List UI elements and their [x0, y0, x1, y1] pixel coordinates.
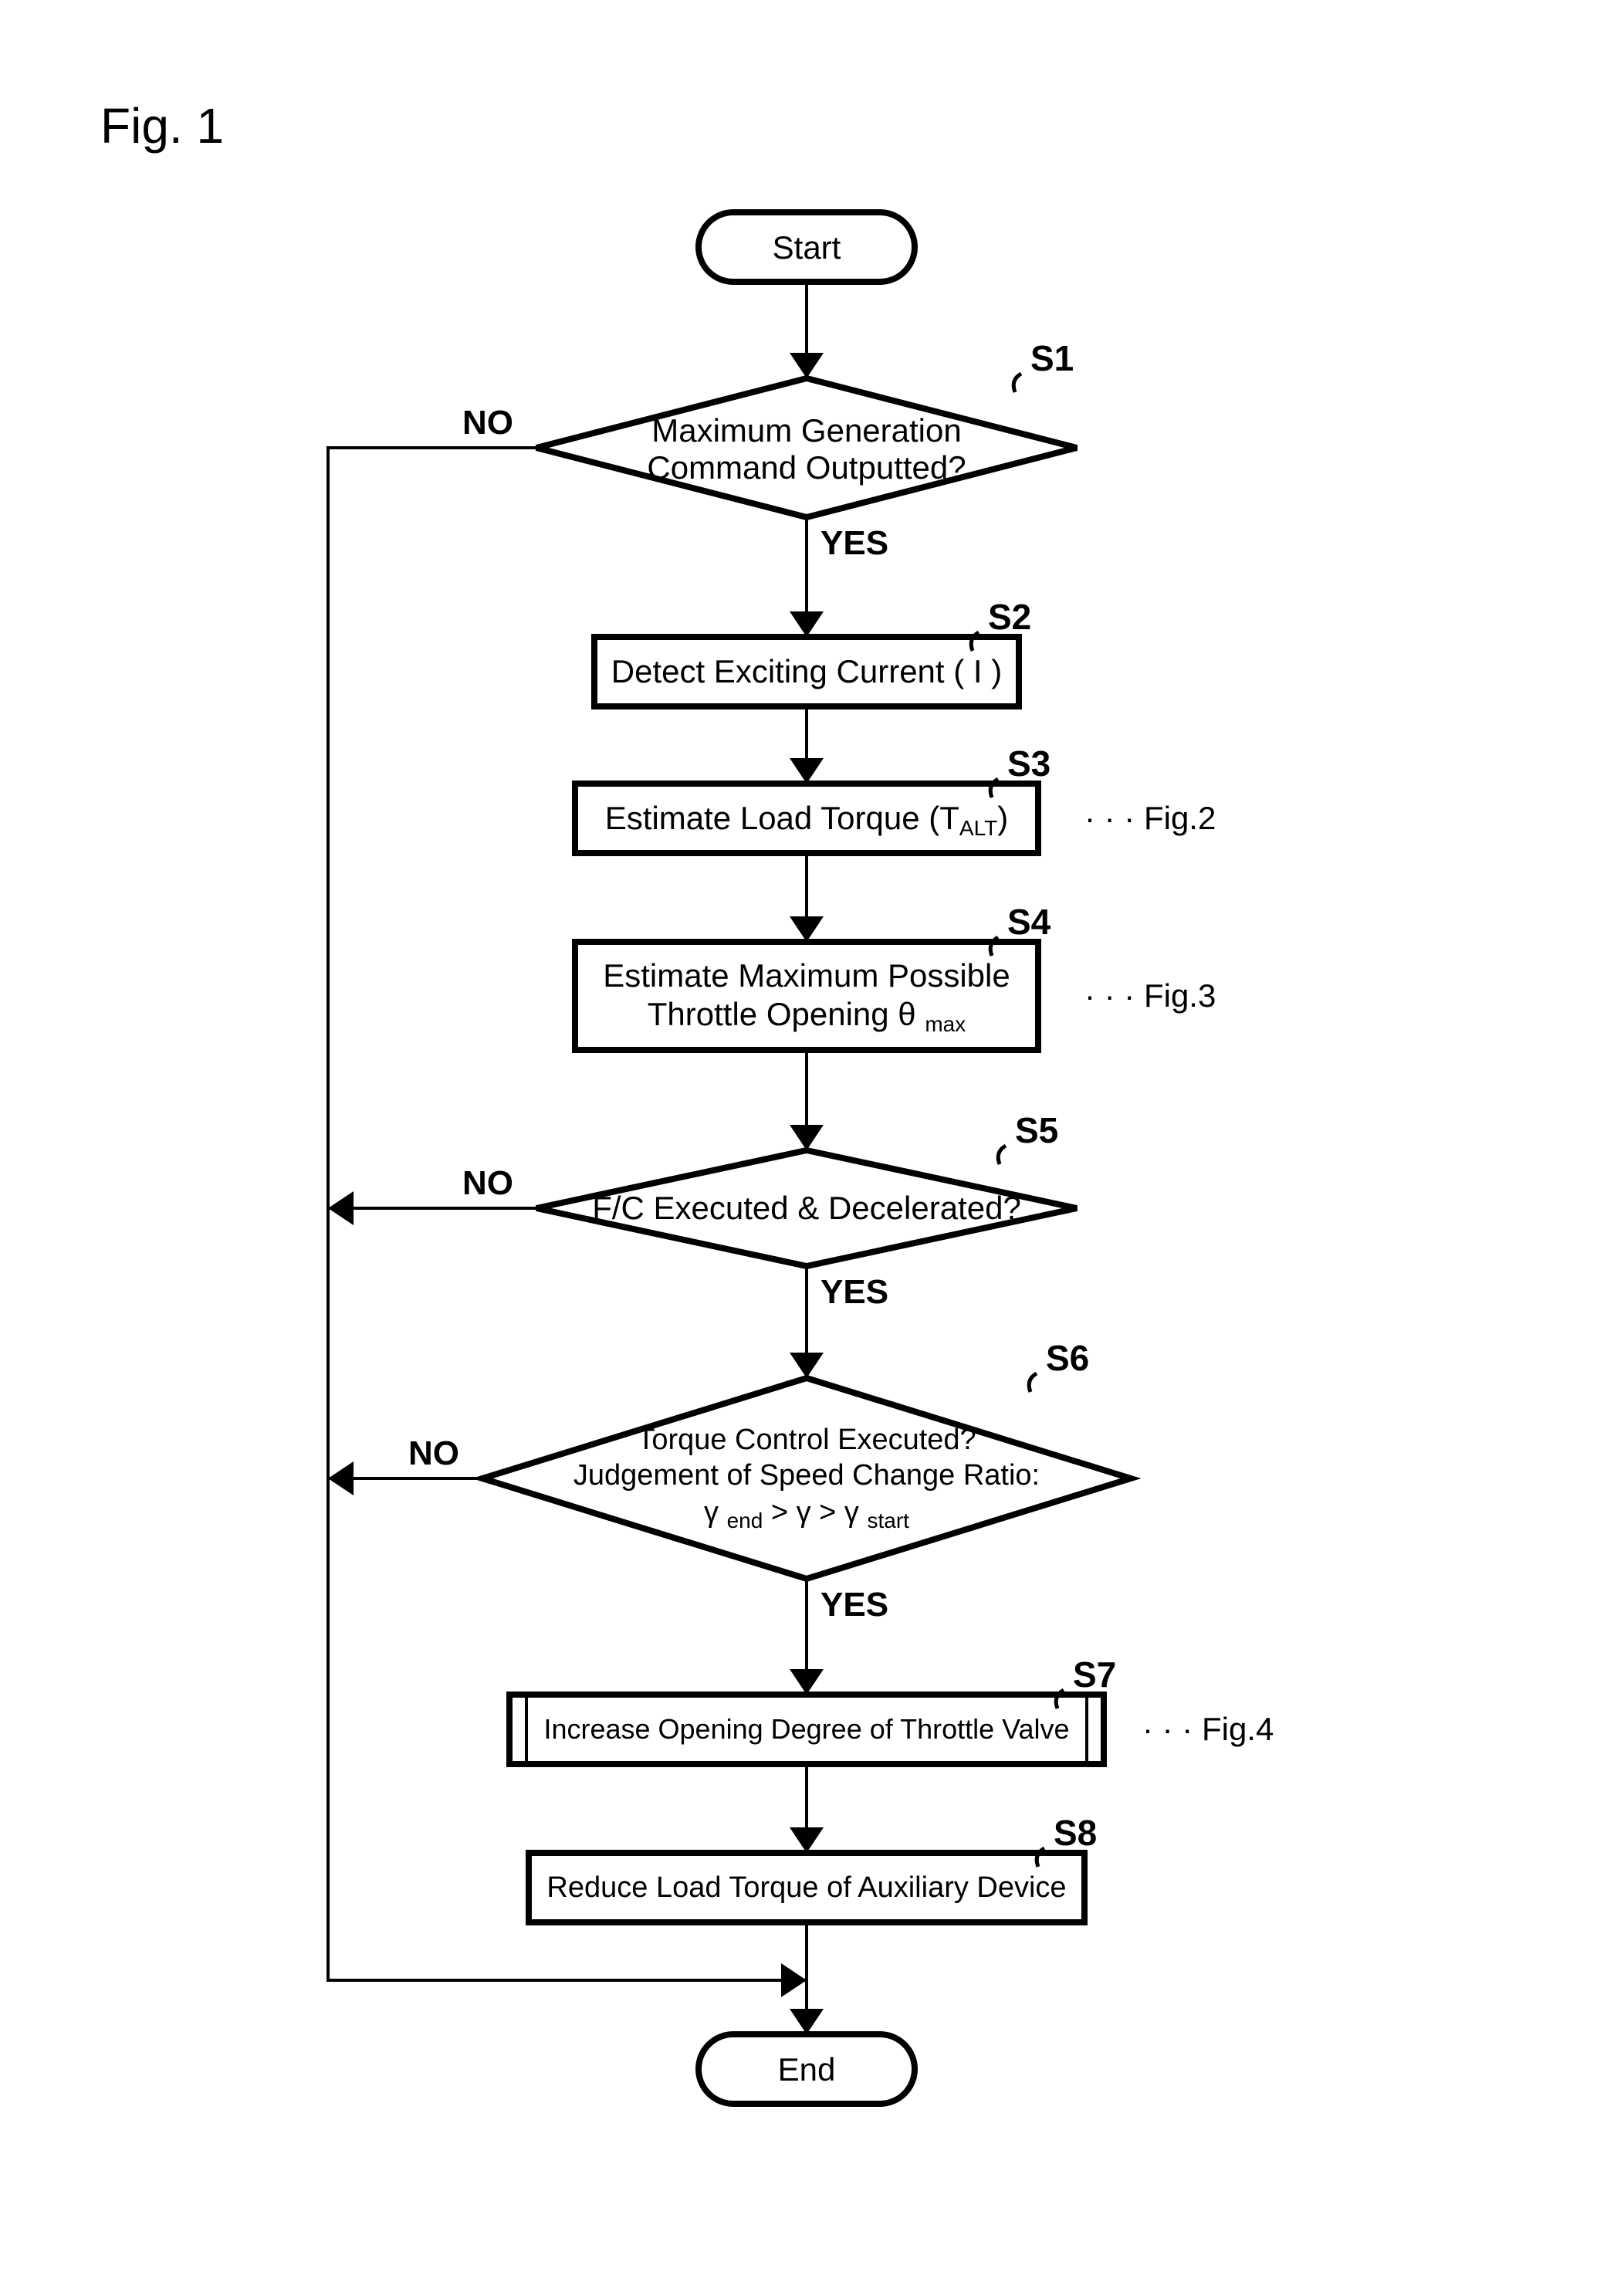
yes-s1: YES — [820, 524, 888, 562]
no-s1: NO — [462, 404, 513, 442]
arrow-head — [781, 1963, 807, 1997]
start-label: Start — [773, 229, 841, 266]
arrow-head — [790, 1827, 824, 1853]
s6-line2: Judgement of Speed Change Ratio: — [573, 1459, 1040, 1492]
step-tag: S6 — [1029, 1338, 1089, 1392]
arrow-head — [790, 916, 824, 942]
s4-line2: Throttle Opening θ max — [648, 996, 966, 1036]
s8-text: Reduce Load Torque of Auxiliary Device — [546, 1871, 1066, 1904]
s7-ref: · · · Fig.4 — [1142, 1711, 1274, 1747]
arrow-head — [790, 1669, 824, 1695]
s5-text: F/C Executed & Decelerated? — [592, 1190, 1021, 1226]
arrow-head — [328, 1461, 354, 1495]
s1-line2: Command Outputted? — [647, 449, 966, 486]
step-tag-text: S5 — [1015, 1110, 1058, 1150]
s4-ref: · · · Fig.3 — [1084, 977, 1216, 1014]
step-tag: S4 — [990, 902, 1051, 956]
no-s5: NO — [462, 1164, 513, 1202]
step-tag-text: S6 — [1046, 1338, 1089, 1378]
step-tag-text: S7 — [1073, 1654, 1116, 1695]
s6-line3: γ end > γ > γ start — [704, 1496, 909, 1532]
s4-line1: Estimate Maximum Possible — [603, 957, 1010, 994]
arrow-head — [790, 611, 824, 637]
arrow-head — [328, 1191, 354, 1225]
s1-line1: Maximum Generation — [651, 412, 961, 449]
no-s6: NO — [408, 1434, 459, 1472]
step-tag: S3 — [990, 743, 1051, 798]
arrow-head — [790, 1353, 824, 1378]
step-tag: S2 — [971, 597, 1031, 651]
step-tag-text: S2 — [988, 597, 1031, 637]
flowchart: Fig. 1 Start Maximum GenerationCommand Out… — [0, 0, 1624, 2296]
step-tag-text: S1 — [1030, 338, 1074, 378]
s6-line1: Torque Control Executed? — [637, 1424, 976, 1456]
end-label: End — [778, 2051, 836, 2088]
arrow-head — [790, 1125, 824, 1150]
step-tag: S8 — [1037, 1813, 1097, 1867]
step-tag-text: S3 — [1007, 743, 1051, 784]
s3-text: Estimate Load Torque (TALT) — [605, 800, 1008, 840]
step-tag: S5 — [998, 1110, 1058, 1164]
yes-s6: YES — [820, 1586, 888, 1624]
arrow-head — [790, 758, 824, 784]
step-tag-text: S4 — [1007, 902, 1051, 942]
arrow-head — [790, 2009, 824, 2034]
figure-label: Fig. 1 — [100, 98, 224, 154]
arrow-head — [790, 353, 824, 378]
s3-ref: · · · Fig.2 — [1084, 800, 1216, 836]
step-tag: S1 — [1013, 338, 1074, 392]
s2-text: Detect Exciting Current ( I ) — [611, 653, 1002, 689]
yes-s5: YES — [820, 1273, 888, 1311]
s7-text: Increase Opening Degree of Throttle Valv… — [543, 1713, 1069, 1745]
step-tag-text: S8 — [1054, 1813, 1097, 1853]
